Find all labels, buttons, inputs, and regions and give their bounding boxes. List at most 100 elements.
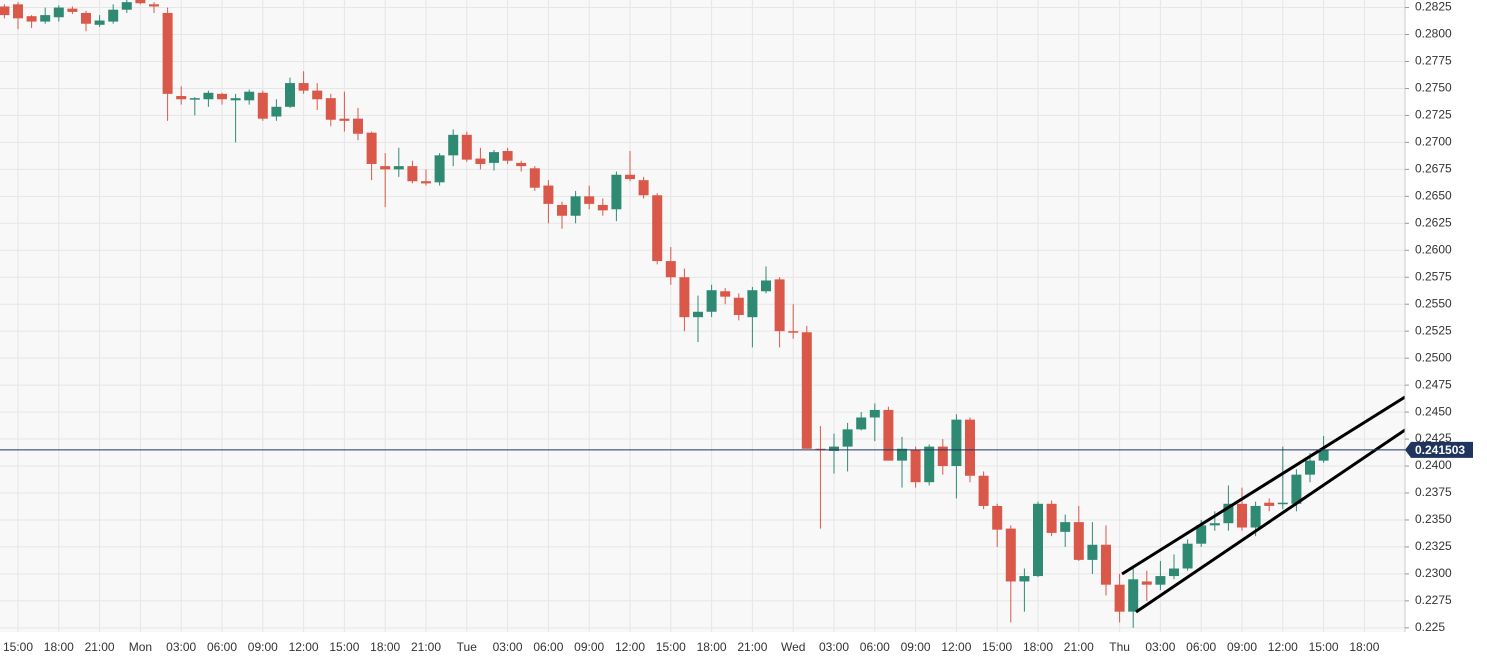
- candle-body: [461, 134, 472, 160]
- candle-body: [13, 4, 23, 19]
- candle-body: [693, 311, 703, 318]
- candle-body: [652, 195, 663, 262]
- y-tick-label: 0.2300: [1415, 566, 1452, 580]
- x-tick-label: 09:00: [901, 640, 931, 654]
- candle-body: [761, 280, 771, 292]
- candle-body: [883, 409, 894, 461]
- candle-body: [638, 180, 649, 196]
- candle-body: [475, 158, 486, 164]
- candle-body: [1250, 505, 1261, 528]
- x-tick-label: 12:00: [941, 640, 971, 654]
- candle-body: [393, 166, 404, 170]
- x-tick-label: 21:00: [737, 640, 767, 654]
- x-tick-label: 21:00: [85, 640, 115, 654]
- x-tick-label: 03:00: [819, 640, 849, 654]
- candle-body: [149, 4, 159, 7]
- candle-body: [965, 419, 975, 476]
- x-tick-label: 15:00: [982, 640, 1012, 654]
- candle-body: [1209, 523, 1220, 526]
- candle-body: [1264, 502, 1275, 506]
- candle-body: [720, 291, 731, 297]
- last-price-label: 0.241503: [1415, 443, 1465, 457]
- candle-body: [584, 196, 595, 204]
- candle-body: [747, 290, 758, 318]
- candle-body: [40, 15, 51, 22]
- candle-body: [1101, 544, 1111, 585]
- candle-body: [856, 417, 867, 430]
- candle-body: [135, 0, 146, 4]
- candle-body: [1046, 503, 1057, 533]
- y-tick-label: 0.2325: [1415, 539, 1452, 553]
- candle-body: [529, 168, 540, 188]
- candle-body: [801, 332, 812, 449]
- candle-body: [1277, 502, 1288, 505]
- y-tick-label: 0.2475: [1415, 377, 1452, 391]
- candle-body: [842, 429, 853, 447]
- candle-body: [1073, 522, 1084, 560]
- candle-body: [502, 151, 513, 161]
- grid: [0, 0, 1405, 632]
- candle-body: [788, 331, 799, 333]
- x-tick-label: 21:00: [411, 640, 441, 654]
- candle-body: [1128, 579, 1139, 612]
- x-tick-label: Thu: [1109, 640, 1130, 654]
- candle-body: [992, 505, 1003, 530]
- candle-body: [298, 83, 309, 91]
- candle-body: [230, 98, 241, 101]
- y-tick-label: 0.2625: [1415, 215, 1452, 229]
- x-tick-label: 03:00: [493, 640, 523, 654]
- x-tick-label: 15:00: [656, 640, 686, 654]
- candle-body: [570, 196, 581, 216]
- x-tick-label: 06:00: [207, 640, 237, 654]
- candle-body: [325, 98, 336, 120]
- candle-body: [176, 96, 187, 100]
- candle-body: [339, 118, 350, 121]
- x-tick-label: Tue: [457, 640, 478, 654]
- candle-body: [829, 446, 839, 451]
- x-tick-label: 15:00: [3, 640, 33, 654]
- x-tick-label: 15:00: [1309, 640, 1339, 654]
- candle-body: [1155, 576, 1166, 585]
- candle-body: [557, 204, 567, 216]
- candle-body: [285, 83, 295, 107]
- y-tick-label: 0.2825: [1415, 0, 1452, 14]
- y-tick-label: 0.2275: [1415, 593, 1452, 607]
- candle-body: [421, 181, 431, 184]
- y-tick-label: 0.2700: [1415, 135, 1452, 149]
- candle-body: [271, 106, 282, 117]
- candle-body: [81, 12, 91, 24]
- candle-body: [312, 90, 323, 100]
- candle-body: [257, 92, 268, 119]
- y-tick-label: 0.2400: [1415, 458, 1452, 472]
- x-tick-label: 18:00: [1023, 640, 1053, 654]
- x-tick-label: 18:00: [697, 640, 727, 654]
- candle-body: [189, 98, 200, 100]
- candle-body: [94, 20, 105, 25]
- x-tick-label: 12:00: [615, 640, 645, 654]
- x-tick-label: 12:00: [1268, 640, 1298, 654]
- candle-body: [121, 2, 132, 10]
- candle-body: [1223, 503, 1234, 524]
- candle-body: [203, 92, 214, 100]
- channel-upper: [1121, 395, 1405, 576]
- candle-body: [1182, 543, 1193, 569]
- x-tick-label: 06:00: [860, 640, 890, 654]
- candle-body: [597, 204, 608, 211]
- y-tick-label: 0.2775: [1415, 54, 1452, 68]
- candle-body: [1318, 449, 1329, 461]
- y-tick-label: 0.2525: [1415, 323, 1452, 337]
- y-tick-label: 0.2675: [1415, 162, 1452, 176]
- candle-body: [706, 290, 717, 312]
- x-tick-label: 09:00: [574, 640, 604, 654]
- candle-body: [1114, 584, 1125, 612]
- candle-body: [162, 12, 173, 94]
- y-tick-label: 0.2550: [1415, 296, 1452, 310]
- candle-body: [924, 446, 935, 483]
- x-tick-label: 12:00: [289, 640, 319, 654]
- y-tick-label: 0.225: [1415, 620, 1445, 634]
- candle-body: [380, 166, 391, 170]
- candle-body: [448, 134, 459, 156]
- candle-body: [407, 166, 418, 182]
- candle-body: [679, 277, 690, 318]
- x-tick-label: 18:00: [370, 640, 400, 654]
